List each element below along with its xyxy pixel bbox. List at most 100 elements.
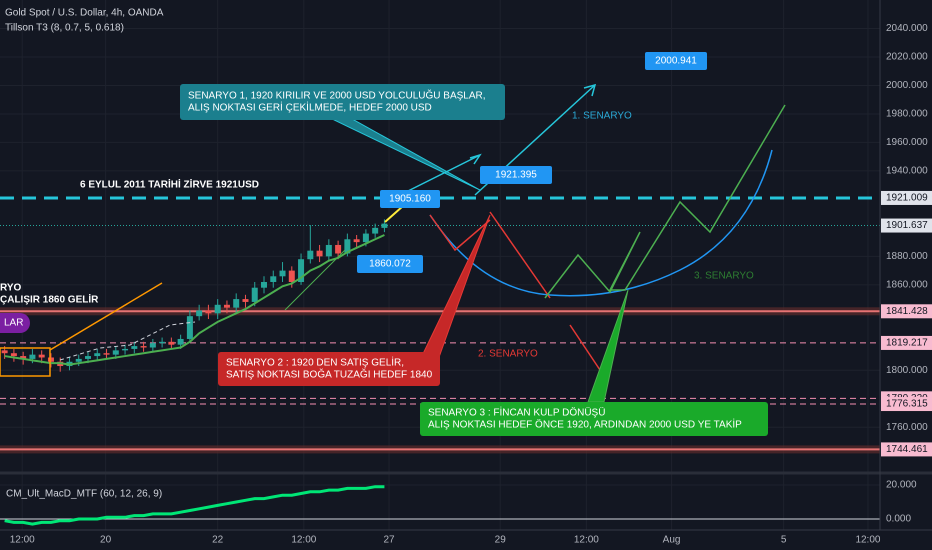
x-tick-label: 22: [212, 535, 224, 546]
candle-body: [38, 354, 45, 358]
price-label: 1819.217: [886, 338, 928, 349]
price-label-box: [881, 442, 932, 457]
candle-body: [149, 343, 156, 348]
price-callout-text: 1860.072: [369, 259, 411, 270]
price-label-box: [881, 335, 932, 350]
scenario3-text: SENARYO 3 : FİNCAN KULP DÖNÜŞÜ: [428, 406, 605, 419]
candle-body: [168, 341, 175, 345]
scenario2-text: SENARYO 2 : 1920 DEN SATIŞ GELİR,: [226, 356, 404, 369]
x-tick-label: 12:00: [10, 535, 35, 546]
cyan-head: [469, 153, 482, 165]
candle-body: [270, 276, 277, 282]
candle-body: [362, 233, 369, 243]
candle-body: [47, 357, 54, 362]
candle-body: [205, 310, 212, 314]
y-tick-label: 1760.000: [886, 422, 928, 433]
candle-body: [94, 353, 101, 357]
price-label-box: [881, 190, 932, 205]
scenario1-text: ALIŞ NOKTASI GERİ ÇEKİLMEDE, HEDEF 2000 …: [188, 101, 432, 114]
indicator-label: Tillson T3 (8, 0.7, 5, 0.618): [5, 23, 124, 34]
price-callout: [357, 255, 423, 273]
x-tick-label: Aug: [663, 535, 681, 546]
candle-body: [186, 316, 193, 339]
candle-body: [85, 356, 91, 359]
candle-body: [159, 341, 166, 344]
price-callout-text: 2000.941: [655, 56, 697, 67]
candle-body: [20, 356, 27, 359]
x-tick-label: 29: [495, 535, 507, 546]
candle-body: [233, 299, 240, 308]
chart-title: Gold Spot / U.S. Dollar, 4h, OANDA: [5, 8, 164, 19]
price-axis: [880, 0, 932, 550]
price-callout: [380, 190, 440, 208]
price-callout-text: 1921.395: [495, 170, 537, 181]
candle-body: [122, 348, 129, 351]
scenario3-box: [420, 402, 768, 436]
scenario3-text: ALIŞ NOKTASI HEDEF ÖNCE 1920, ARDINDAN 2…: [428, 418, 742, 431]
x-tick-label: 27: [383, 535, 395, 546]
price-label: 1901.637: [886, 220, 928, 231]
candle-body: [353, 239, 360, 243]
scenario1-title: 1. SENARYO: [572, 111, 632, 122]
red-arrow: [569, 324, 601, 371]
left-note: RYO: [0, 283, 22, 294]
candle-body: [381, 223, 388, 228]
price-label-box: [881, 304, 932, 319]
price-callout: [645, 52, 707, 70]
candle-body: [112, 350, 119, 355]
orange-line: [49, 282, 163, 351]
candle-body: [251, 287, 258, 302]
x-tick-label: 12:00: [574, 535, 599, 546]
cup-curve: [429, 149, 773, 297]
annotations: SENARYO 1, 1920 KIRILIR VE 2000 USD YOLC…: [0, 52, 768, 436]
scenario2-text: SATIŞ NOKTASI BOĞA TUZAĞI HEDEF 1840: [226, 368, 433, 381]
candle-body: [177, 338, 184, 345]
cyan-arrow: [399, 154, 481, 196]
left-note: ÇALIŞIR 1860 GELİR: [0, 293, 99, 306]
candle-body: [307, 250, 314, 260]
price-label: 1776.315: [886, 399, 928, 410]
macd-line: [4, 485, 385, 526]
candle-body: [196, 310, 203, 317]
price-label: 1841.428: [886, 306, 928, 317]
candle-body: [75, 358, 82, 362]
candle-body: [261, 282, 267, 288]
candle-body: [372, 227, 379, 234]
candle-body: [288, 270, 295, 282]
scenario2-title: 2. SENARYO: [478, 349, 538, 360]
red-arrow: [429, 214, 491, 252]
green-trend: [284, 249, 346, 311]
candle-body: [298, 259, 305, 282]
candle-body: [10, 353, 17, 357]
y-tick-label: 20.000: [886, 480, 917, 491]
y-tick-label: 1880.000: [886, 251, 928, 262]
red-arrow: [489, 211, 551, 299]
candle-body: [325, 244, 332, 257]
peak-label: 6 EYLUL 2011 TARİHİ ZİRVE 1921USD: [80, 178, 259, 191]
y-tick-label: 0.000: [886, 514, 911, 525]
scenario1-box: [180, 84, 505, 120]
candle-body: [103, 353, 110, 355]
green-arrows: [544, 104, 786, 299]
y-tick-label: 1960.000: [886, 137, 928, 148]
y-tick-label: 2020.000: [886, 52, 928, 63]
candle-body: [316, 250, 323, 257]
candle-body: [140, 346, 147, 348]
candle-body: [29, 354, 36, 359]
y-tick-label: 1860.000: [886, 279, 928, 290]
price-label-box: [881, 218, 932, 233]
candle-body: [223, 304, 230, 308]
y-tick-label: 1800.000: [886, 365, 928, 376]
x-tick-label: 5: [781, 535, 787, 546]
macd-title: CM_Ult_MacD_MTF (60, 12, 26, 9): [6, 489, 162, 500]
scenario2-box: [218, 352, 440, 386]
x-tick-label: 20: [100, 535, 112, 546]
white-path: [59, 321, 196, 361]
price-callout-text: 1905.160: [389, 194, 431, 205]
scenario1-text: SENARYO 1, 1920 KIRILIR VE 2000 USD YOLC…: [188, 89, 486, 102]
indicator-line: [4, 234, 385, 366]
candle-body: [335, 244, 342, 254]
candle-body: [344, 239, 351, 254]
